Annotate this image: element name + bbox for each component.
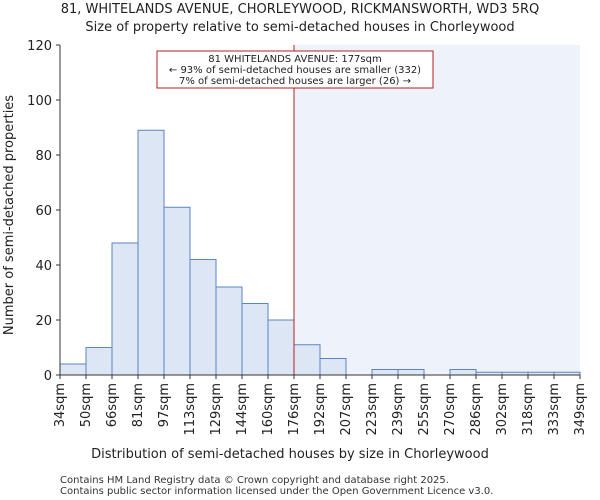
x-tick-label: 113sqm (183, 383, 198, 436)
y-tick-label: 100 (27, 94, 52, 109)
x-tick-label: 129sqm (209, 383, 224, 436)
x-tick-label: 207sqm (339, 383, 354, 436)
bar-176sqm (293, 344, 321, 376)
x-tick-label: 97sqm (157, 383, 172, 427)
x-tick-label: 302sqm (495, 383, 510, 436)
x-tick-label: 255sqm (417, 383, 432, 436)
x-tick-label: 160sqm (261, 383, 276, 436)
bar-97sqm (163, 206, 191, 376)
bar-270sqm (449, 369, 477, 376)
x-tick-label: 81sqm (131, 383, 146, 427)
x-tick-label: 239sqm (391, 383, 406, 436)
x-tick-label: 318sqm (521, 383, 536, 436)
y-tick-label: 0 (44, 369, 52, 384)
bar-129sqm (215, 286, 243, 376)
annotation-box (156, 50, 434, 89)
bar-66sqm (111, 242, 139, 376)
x-tick-label: 286sqm (469, 383, 484, 436)
bars-group (59, 129, 581, 376)
y-tick-label: 40 (35, 259, 52, 274)
bar-192sqm (319, 358, 347, 376)
annotation-line-1: 81 WHITELANDS AVENUE: 177sqm (208, 54, 381, 65)
x-tick-label: 223sqm (365, 383, 380, 436)
bar-239sqm (397, 369, 425, 376)
larger-properties-region (294, 45, 580, 375)
bar-144sqm (241, 303, 269, 376)
chart-subtitle: Size of property relative to semi-detach… (85, 20, 514, 35)
x-tick-label: 34sqm (53, 383, 68, 427)
x-tick-label: 50sqm (79, 383, 94, 427)
y-axis-label: Number of semi-detached properties (2, 95, 17, 335)
bar-113sqm (189, 259, 217, 376)
annotation-line-2: ← 93% of semi-detached houses are smalle… (169, 65, 421, 76)
y-tick-label: 120 (27, 39, 52, 54)
bar-50sqm (85, 347, 113, 376)
annotation-line-3: 7% of semi-detached houses are larger (2… (179, 76, 411, 87)
y-tick-label: 60 (35, 204, 52, 219)
x-tick-label: 333sqm (547, 383, 562, 436)
x-tick-label: 349sqm (573, 383, 588, 436)
x-tick-label: 66sqm (105, 383, 120, 427)
chart-title: 81, WHITELANDS AVENUE, CHORLEYWOOD, RICK… (61, 2, 540, 17)
bar-81sqm (137, 129, 165, 376)
y-tick-label: 20 (35, 314, 52, 329)
footer-line-1: Contains HM Land Registry data © Crown c… (60, 475, 449, 486)
x-axis-label: Distribution of semi-detached houses by … (91, 447, 489, 462)
axes-group: 0 20 40 60 80 100 120 34sqm 50sqm 66sqm 81sqm 97sqm… (27, 39, 588, 436)
x-tick-label: 270sqm (443, 383, 458, 436)
x-tick-label: 176sqm (287, 383, 302, 436)
x-tick-label: 192sqm (313, 383, 328, 436)
y-tick-label: 80 (35, 149, 52, 164)
bar-223sqm (371, 369, 399, 376)
bar-160sqm (267, 319, 295, 376)
x-tick-label: 144sqm (235, 383, 250, 436)
bar-34sqm (59, 363, 87, 376)
footer-line-2: Contains public sector information licen… (60, 486, 493, 497)
